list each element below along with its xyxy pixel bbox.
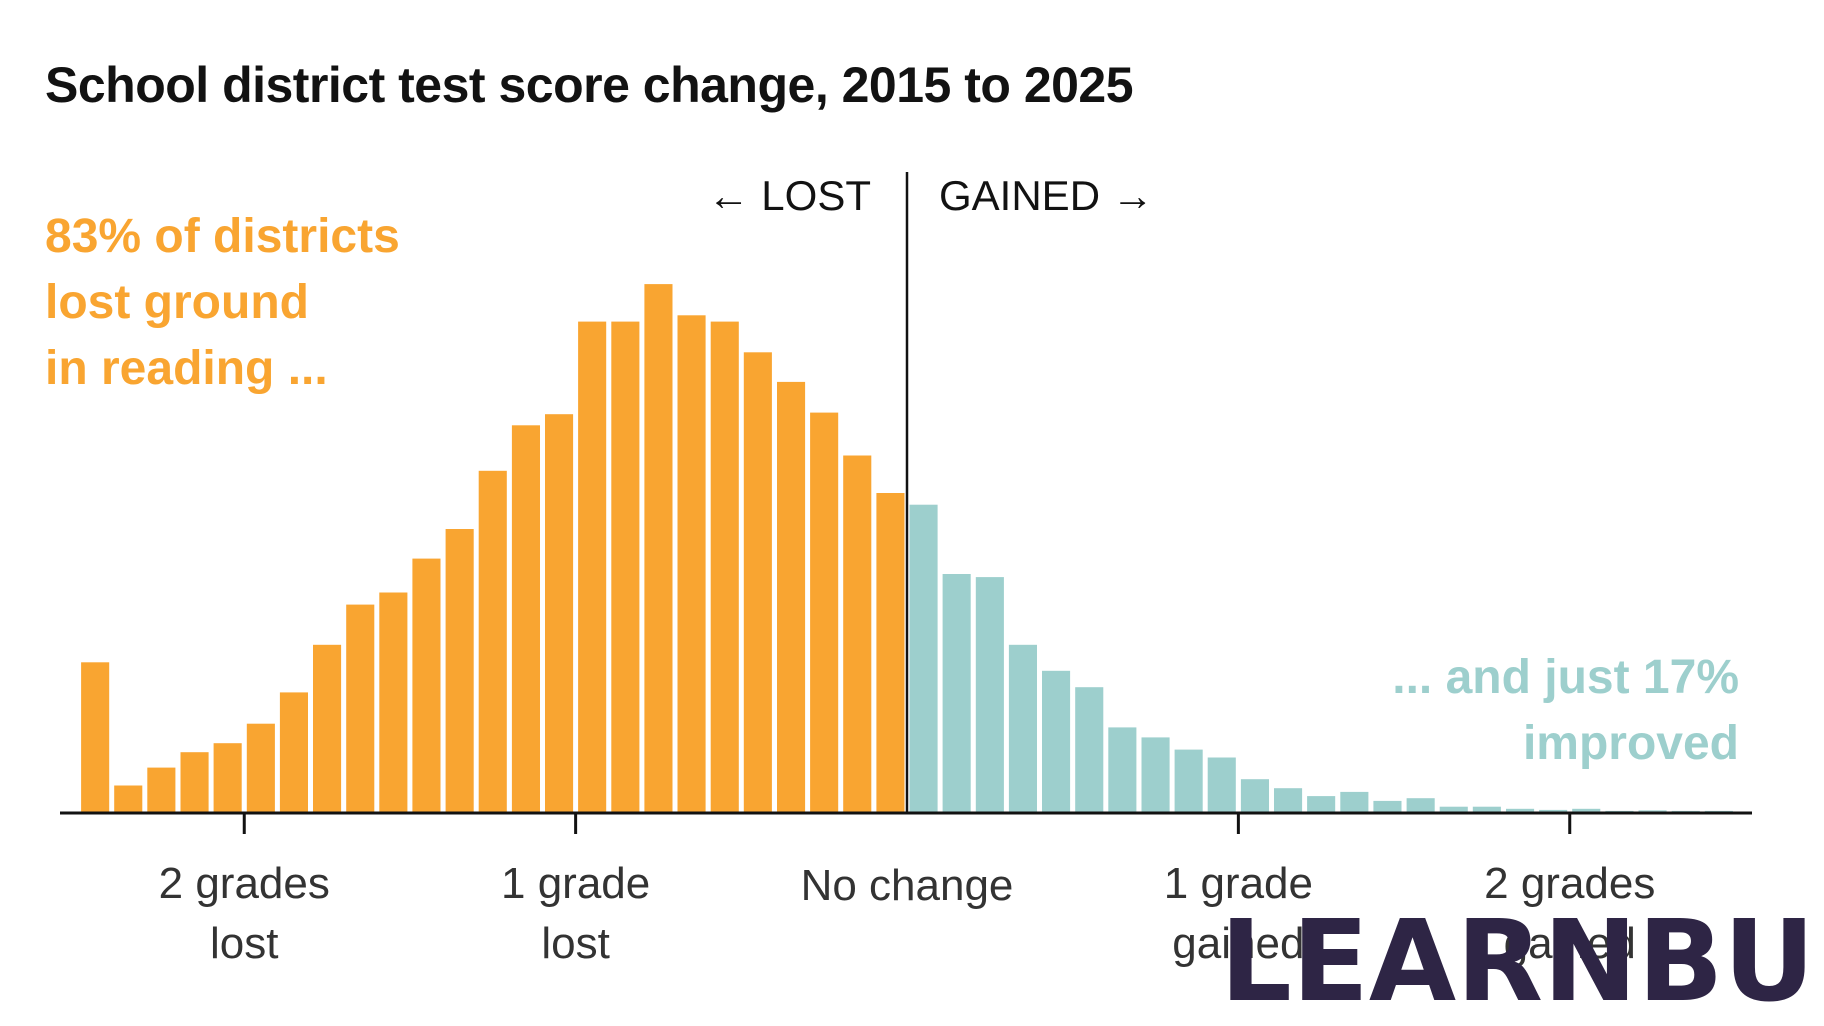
x-tick-label-4-line-1: gained (1504, 919, 1636, 968)
x-tick-label-2: No change (801, 861, 1014, 910)
bar-gained-7 (1141, 737, 1170, 812)
x-tick-label-1-line-1: lost (541, 919, 609, 968)
bar-gained-24 (1704, 810, 1733, 812)
x-tick-label-1: 1 grade lost (501, 859, 650, 968)
gained-direction-label: GAINED → (939, 172, 1154, 219)
lost-direction-label: ← LOST (708, 172, 871, 219)
bar-lost-4 (213, 743, 242, 812)
x-tick-label-1-line-0: 1 grade (501, 859, 650, 908)
bar-lost-24 (876, 493, 905, 812)
bar-gained-21 (1605, 810, 1634, 812)
bar-gained-20 (1572, 808, 1601, 812)
x-tick-label-0-line-1: lost (210, 919, 278, 968)
bar-gained-9 (1207, 757, 1236, 812)
bar-gained-8 (1174, 749, 1203, 812)
chart-title: School district test score change, 2015 … (45, 57, 1134, 113)
bar-lost-11 (445, 529, 474, 812)
bar-gained-11 (1274, 788, 1303, 812)
x-tick-label-4: 2 grades gained (1484, 859, 1655, 968)
bar-gained-4 (1042, 670, 1071, 812)
bar-gained-2 (975, 577, 1004, 812)
bar-gained-0 (909, 504, 938, 812)
x-axis-ticks: 2 grades lost 1 grade lost No change 1 grade g… (159, 812, 1655, 968)
bar-gained-6 (1108, 727, 1137, 812)
bar-lost-5 (246, 723, 275, 812)
bar-gained-5 (1075, 687, 1104, 812)
bar-gained-22 (1638, 810, 1667, 812)
x-tick-label-3-line-1: gained (1172, 919, 1304, 968)
lost-annotation-line-2: lost ground (45, 276, 309, 329)
bar-lost-3 (180, 752, 209, 812)
learnbu-logo: LEARNBU (1220, 900, 1815, 1020)
bar-lost-15 (578, 321, 607, 812)
gained-annotation-line-2: improved (1522, 717, 1739, 770)
bar-lost-17 (644, 284, 673, 813)
lost-annotation-line-3: in reading ... (45, 342, 328, 395)
bar-lost-16 (611, 321, 640, 812)
bar-lost-9 (379, 592, 408, 812)
bar-gained-23 (1671, 810, 1700, 812)
bar-lost-12 (478, 470, 507, 812)
lost-annotation-line-1: 83% of districts (45, 210, 400, 263)
bar-lost-23 (843, 455, 872, 812)
x-tick-label-0: 2 grades lost (159, 859, 330, 968)
bar-gained-19 (1539, 809, 1568, 812)
bar-lost-18 (677, 315, 706, 812)
gained-annotation-line-1: ... and just 17% (1392, 651, 1739, 704)
bar-gained-13 (1340, 791, 1369, 812)
x-tick-label-3: 1 grade gained (1164, 859, 1313, 968)
bar-lost-1 (114, 785, 143, 812)
bar-lost-22 (810, 412, 839, 812)
x-tick-label-4-line-0: 2 grades (1484, 859, 1655, 908)
bar-lost-7 (313, 644, 342, 812)
bar-lost-21 (777, 381, 806, 812)
bar-lost-2 (147, 767, 176, 812)
bar-gained-3 (1008, 644, 1037, 812)
bar-lost-8 (346, 604, 375, 812)
bar-gained-17 (1472, 806, 1501, 812)
bar-lost-14 (545, 414, 574, 812)
bar-lost-10 (412, 558, 441, 812)
gained-annotation: ... and just 17% improved (1392, 645, 1739, 777)
bar-lost-0 (81, 662, 110, 812)
x-tick-label-3-line-0: 1 grade (1164, 859, 1313, 908)
lost-annotation: 83% of districts lost ground in reading … (45, 204, 400, 402)
bar-gained-16 (1439, 806, 1468, 812)
bars-group (81, 284, 1733, 813)
bar-gained-14 (1373, 800, 1402, 812)
bar-gained-15 (1406, 798, 1435, 812)
bar-gained-1 (942, 574, 971, 812)
bar-gained-10 (1240, 779, 1269, 812)
bar-lost-19 (710, 321, 739, 812)
learnbu-logo-text: LEARNBU (1220, 900, 1815, 1020)
x-tick-label-0-line-0: 2 grades (159, 859, 330, 908)
bar-lost-20 (743, 352, 772, 812)
bar-gained-12 (1307, 796, 1336, 812)
bar-lost-13 (511, 425, 540, 812)
x-tick-label-2-line-0: No change (801, 861, 1014, 910)
bar-gained-18 (1506, 808, 1535, 812)
bar-lost-6 (279, 692, 308, 812)
